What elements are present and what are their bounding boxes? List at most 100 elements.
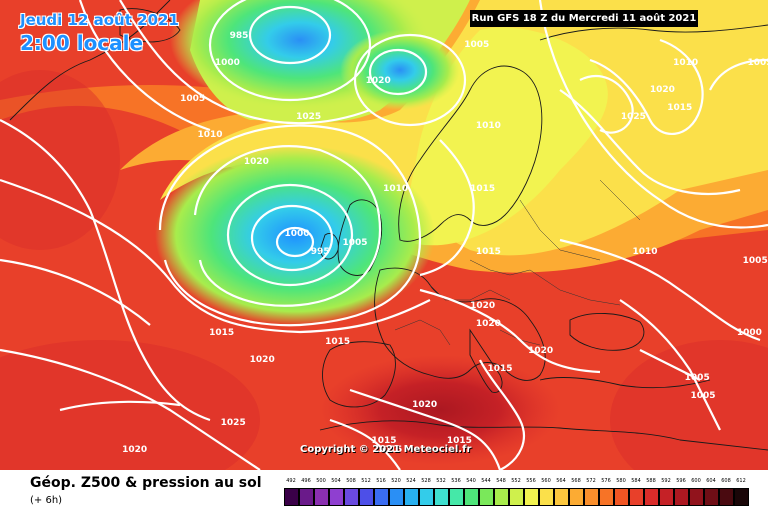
coastline-greece-turkey bbox=[539, 377, 711, 389]
isobar-north-1020 bbox=[119, 0, 371, 125]
legend-swatch bbox=[734, 488, 749, 506]
legend-swatch bbox=[554, 488, 569, 506]
border-russia bbox=[519, 199, 601, 261]
forecast-date: Jeudi 12 août 2021 bbox=[20, 11, 179, 29]
legend-swatch bbox=[464, 488, 479, 506]
isobar-norway-1005 bbox=[368, 48, 428, 96]
legend-tick-label: 540 bbox=[466, 478, 476, 484]
legend-tick-label: 524 bbox=[406, 478, 416, 484]
isobar-med-1015 bbox=[349, 388, 502, 470]
legend-tick-label: 548 bbox=[496, 478, 506, 484]
legend-tick-label: 536 bbox=[451, 478, 461, 484]
pressure-label: 1000 bbox=[737, 328, 762, 338]
coastline-russia-north bbox=[539, 24, 768, 41]
isobars bbox=[0, 0, 768, 470]
legend-swatch bbox=[704, 488, 719, 506]
pressure-label: 1020 bbox=[366, 76, 391, 86]
legend-tick-label: 604 bbox=[706, 478, 716, 484]
pressure-label: 1005 bbox=[685, 373, 710, 383]
isobar-low-1005 bbox=[226, 183, 354, 287]
isobar-north-low-1010 bbox=[208, 0, 372, 102]
legend-tick-label: 600 bbox=[691, 478, 701, 484]
forecast-offset: (+ 6h) bbox=[30, 495, 63, 506]
norway-low-shading bbox=[340, 30, 460, 110]
legend-swatch bbox=[659, 488, 674, 506]
isobar-scandinavia-1015 bbox=[419, 139, 475, 277]
border-poland bbox=[469, 259, 531, 276]
pressure-label: 1010 bbox=[476, 121, 501, 131]
pressure-label: 1005 bbox=[690, 391, 715, 401]
pressure-label: 1015 bbox=[487, 364, 512, 374]
pressure-label: 1010 bbox=[383, 184, 408, 194]
legend-footer: Géop. Z500 & pression au sol (+ 6h) 492 4… bbox=[0, 470, 768, 512]
pressure-label: 1015 bbox=[667, 103, 692, 113]
pressure-label: 1010 bbox=[673, 58, 698, 68]
legend-swatch bbox=[419, 488, 434, 506]
coastline-iberia bbox=[322, 341, 396, 408]
legend-tick-label: 500 bbox=[316, 478, 326, 484]
isobar-low-1000 bbox=[250, 204, 334, 272]
legend-swatch bbox=[689, 488, 704, 506]
legend-tick-label: 596 bbox=[676, 478, 686, 484]
legend-swatch bbox=[719, 488, 734, 506]
isobar-norway-1010 bbox=[353, 33, 467, 127]
forecast-time: 2:00 locale bbox=[20, 31, 144, 55]
border-ukraine bbox=[529, 269, 621, 306]
legend-tick-label: 608 bbox=[721, 478, 731, 484]
isobar-europe-1020 bbox=[419, 288, 601, 374]
legend-tick-label: 560 bbox=[541, 478, 551, 484]
pressure-label: 995 bbox=[311, 247, 330, 257]
legend-swatch bbox=[404, 488, 419, 506]
legend-swatch bbox=[359, 488, 374, 506]
pressure-label: 1010 bbox=[632, 247, 657, 257]
pressure-labels: 985 1000 1005 1010 1020 1025 1020 1005 1010 1010 1… bbox=[122, 31, 768, 455]
pressure-label: 1015 bbox=[470, 184, 495, 194]
isobar-north-1025 bbox=[78, 0, 211, 132]
pressure-label: 1025 bbox=[621, 112, 646, 122]
legend-tick-label: 564 bbox=[556, 478, 566, 484]
legend-swatch bbox=[494, 488, 509, 506]
isobar-russia-1005-south bbox=[619, 299, 721, 431]
pressure-label: 1000 bbox=[215, 58, 240, 68]
pressure-label: 1015 bbox=[476, 247, 501, 257]
legend-tick-label: 572 bbox=[586, 478, 596, 484]
pressure-label: 1020 bbox=[250, 355, 275, 365]
map-title: Géop. Z500 & pression au sol bbox=[30, 475, 262, 491]
legend-tick-label: 496 bbox=[301, 478, 311, 484]
legend-swatch bbox=[509, 488, 524, 506]
legend-swatch bbox=[314, 488, 329, 506]
pressure-label: 1005 bbox=[743, 256, 768, 266]
legend-swatch bbox=[374, 488, 389, 506]
isobar-1015-atlantic bbox=[158, 124, 422, 327]
legend-swatch bbox=[644, 488, 659, 506]
legend-swatch bbox=[584, 488, 599, 506]
legend-tick-label: 508 bbox=[346, 478, 356, 484]
isobar-north-low-1005 bbox=[248, 5, 332, 65]
legend-tick-label: 504 bbox=[331, 478, 341, 484]
legend-tick-label: 544 bbox=[481, 478, 491, 484]
legend-tick-label: 532 bbox=[436, 478, 446, 484]
isobar-turkey-1005 bbox=[639, 349, 701, 381]
legend-tick-label: 592 bbox=[661, 478, 671, 484]
pressure-map: 985 1000 1005 1010 1020 1025 1020 1005 1010 1010 1… bbox=[0, 0, 768, 470]
legend-tick-label: 520 bbox=[391, 478, 401, 484]
pressure-label: 1025 bbox=[296, 112, 321, 122]
south-west-shading bbox=[0, 340, 260, 470]
pressure-label: 1015 bbox=[447, 436, 472, 446]
isobar-east-1015 bbox=[559, 89, 741, 196]
atlantic-low-shading bbox=[155, 145, 435, 325]
legend-tick-label: 580 bbox=[616, 478, 626, 484]
pressure-label: 1020 bbox=[470, 301, 495, 311]
pressure-label: 1020 bbox=[528, 346, 553, 356]
legend-tick-label: 584 bbox=[631, 478, 641, 484]
legend-tick-label: 528 bbox=[421, 478, 431, 484]
coastline-north-africa bbox=[319, 420, 768, 451]
coastline-greenland bbox=[9, 0, 171, 121]
pressure-label: 985 bbox=[230, 31, 249, 41]
pressure-label: 1020 bbox=[244, 157, 269, 167]
pressure-label: 1020 bbox=[650, 85, 675, 95]
isobar-1025-southwest bbox=[59, 400, 181, 412]
copyright-text: Copyright © 2021 Meteociel.fr bbox=[300, 444, 472, 455]
legend-swatch bbox=[284, 488, 299, 506]
